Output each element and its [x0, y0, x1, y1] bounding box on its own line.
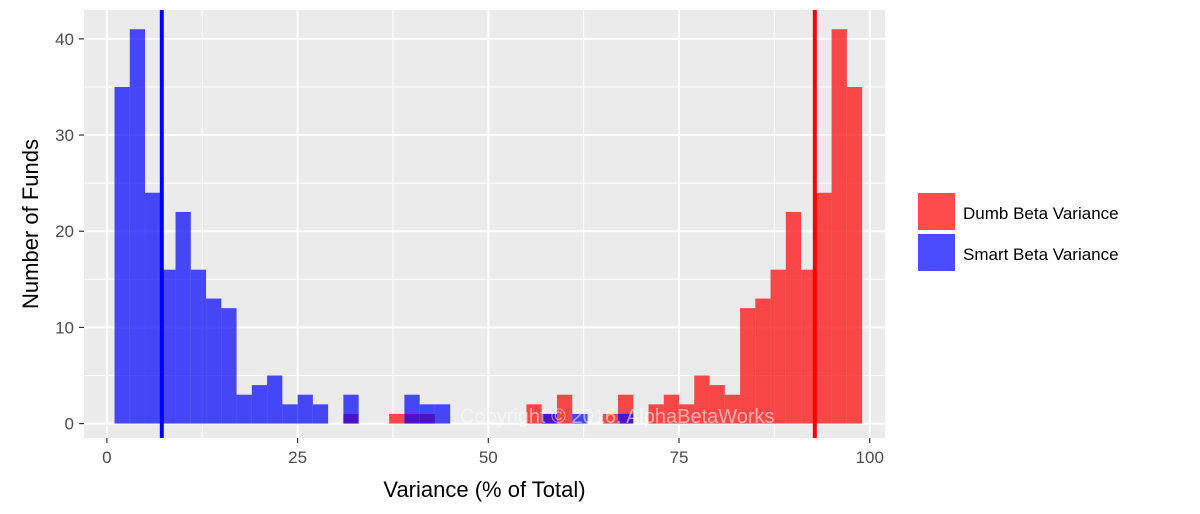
- bar-dumb: [526, 404, 542, 424]
- y-tick-label: 20: [55, 222, 74, 241]
- bar-dumb: [709, 385, 725, 424]
- histogram-bars: [114, 29, 863, 424]
- bar-dumb: [831, 29, 847, 424]
- x-tick-label: 25: [288, 448, 307, 467]
- bar-smart: [114, 86, 130, 424]
- bar-dumb: [755, 298, 771, 424]
- bar-dumb: [679, 404, 695, 424]
- bar-smart: [251, 385, 268, 424]
- bar-dumb: [556, 394, 573, 424]
- x-tick-label: 0: [102, 448, 111, 467]
- y-axis-ticks: 0 10 20 30 40: [55, 30, 84, 434]
- y-tick-label: 0: [65, 415, 74, 434]
- bar-smart: [312, 404, 329, 424]
- x-tick-label: 100: [856, 448, 884, 467]
- legend-label-dumb: Dumb Beta Variance: [963, 204, 1119, 223]
- bar-dumb: [801, 269, 817, 424]
- legend-label-smart: Smart Beta Variance: [963, 245, 1119, 264]
- y-tick-label: 10: [55, 318, 74, 337]
- bar-smart: [404, 394, 420, 424]
- bar-dumb: [663, 394, 680, 424]
- bar-smart: [419, 404, 435, 424]
- grid-major: [84, 10, 885, 438]
- bar-smart: [160, 269, 176, 424]
- x-axis-title: Variance (% of Total): [383, 477, 585, 502]
- grid-minor: [84, 10, 885, 438]
- x-axis-ticks: 0 25 50 75 100: [102, 438, 884, 467]
- bar-dumb: [846, 86, 863, 424]
- bar-dumb: [648, 404, 664, 424]
- legend: Dumb Beta Variance Smart Beta Variance: [917, 192, 1119, 272]
- bar-dumb: [785, 211, 802, 424]
- mean-lines: [159, 10, 817, 438]
- bar-smart: [343, 394, 359, 424]
- bar-smart: [267, 375, 283, 424]
- y-axis-title: Number of Funds: [18, 139, 43, 309]
- bar-smart: [282, 404, 298, 424]
- legend-swatch-smart: [918, 234, 955, 271]
- bar-smart: [618, 413, 634, 424]
- copyright-watermark: Copyright © 2016, AlphaBetaWorks: [460, 406, 775, 428]
- y-tick-label: 40: [55, 30, 74, 49]
- bar-smart: [190, 269, 207, 424]
- bar-dumb: [694, 375, 710, 424]
- bar-smart: [206, 298, 222, 424]
- bar-smart: [129, 29, 146, 424]
- y-tick-label: 30: [55, 126, 74, 145]
- legend-swatch-dumb: [918, 193, 955, 230]
- bar-smart: [236, 394, 252, 424]
- bar-smart: [572, 413, 588, 424]
- bar-smart: [175, 211, 191, 424]
- bar-dumb: [389, 413, 405, 424]
- bar-smart: [434, 404, 451, 424]
- x-tick-label: 75: [670, 448, 689, 467]
- bar-dumb: [740, 308, 756, 424]
- bar-smart: [297, 394, 313, 424]
- x-tick-label: 50: [479, 448, 498, 467]
- bar-dumb: [770, 269, 786, 424]
- bar-smart: [541, 413, 557, 424]
- bar-dumb: [724, 394, 741, 424]
- bar-dumb: [602, 413, 618, 424]
- bar-dumb: [816, 192, 832, 424]
- bar-smart: [145, 192, 161, 424]
- bar-smart: [221, 308, 237, 424]
